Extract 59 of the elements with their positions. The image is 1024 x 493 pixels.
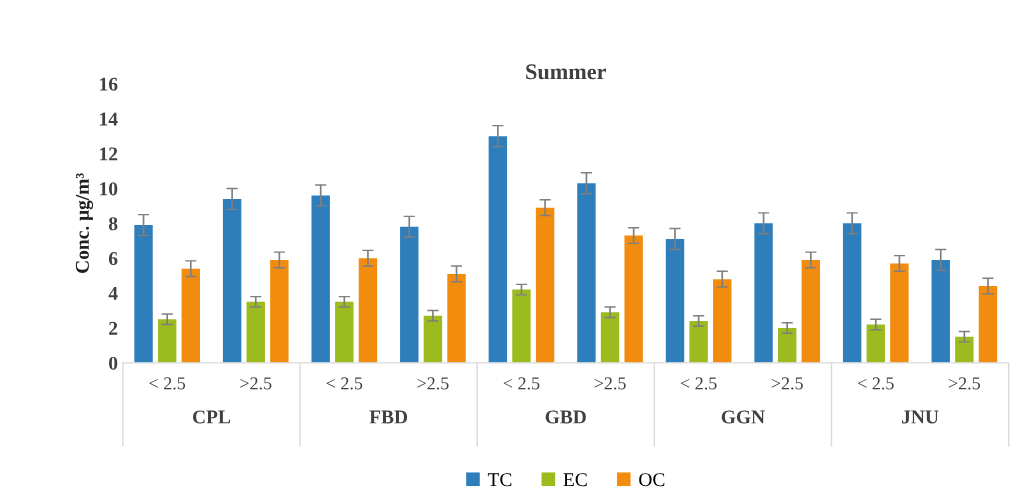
bar: [777, 327, 797, 363]
y-tick-label: 8: [108, 217, 118, 231]
y-tick-label: 2: [109, 321, 118, 335]
bar: [955, 336, 974, 363]
x-tick-label: < 2.5: [503, 377, 540, 390]
x-tick-label: >2.5: [948, 377, 981, 390]
x-tick-label: >2.5: [417, 377, 449, 390]
legend-label: TC: [487, 473, 512, 487]
legend-label: EC: [563, 473, 587, 487]
bar: [801, 259, 821, 363]
bar: [931, 259, 950, 363]
bar: [665, 239, 685, 363]
x-tick-label: < 2.5: [149, 377, 186, 390]
bar: [423, 315, 443, 363]
y-tick-label: 16: [100, 77, 118, 91]
bar: [400, 226, 419, 363]
bar: [311, 195, 330, 363]
x-tick-label: >2.5: [240, 377, 272, 390]
text: GGN: [721, 410, 765, 424]
bar: [754, 223, 773, 363]
y-tick-label: 0: [109, 356, 118, 370]
y-tick-label: 14: [100, 112, 118, 126]
text: JNU: [902, 410, 939, 424]
text: FBD: [369, 410, 408, 424]
x-tick-label: >2.5: [771, 377, 803, 390]
text: GBD: [545, 410, 586, 424]
bar: [447, 273, 466, 363]
chart-title: Summer: [526, 64, 607, 80]
bar: [512, 289, 531, 363]
x-tick-label: < 2.5: [326, 377, 363, 390]
bar: [134, 225, 153, 363]
bar: [713, 279, 732, 363]
bar: [335, 301, 354, 363]
bar: [577, 183, 596, 363]
y-tick-label: 12: [100, 147, 118, 161]
bar: [246, 301, 265, 363]
bar: [978, 286, 998, 363]
bar: [535, 207, 555, 363]
x-tick-label: < 2.5: [858, 377, 894, 390]
bar: [270, 259, 289, 363]
bar: [600, 312, 620, 363]
bar: [358, 258, 378, 363]
bar: [181, 268, 200, 363]
bar: [689, 320, 708, 363]
x-tick-label: < 2.5: [680, 377, 717, 390]
bar: [488, 136, 508, 363]
bar: [222, 198, 242, 363]
bar: [866, 324, 885, 363]
legend-label: OC: [639, 473, 665, 487]
bar: [624, 235, 643, 363]
bar: [157, 319, 177, 363]
y-tick-label: 10: [100, 182, 118, 196]
x-tick-label: >2.5: [594, 377, 626, 390]
y-tick-label: 4: [108, 287, 118, 300]
y-tick-label: 6: [108, 252, 118, 266]
bar: [890, 263, 909, 363]
y-axis-title: Conc. μg/m³: [75, 173, 94, 273]
bar: [842, 223, 862, 363]
text: CPL: [192, 410, 231, 424]
